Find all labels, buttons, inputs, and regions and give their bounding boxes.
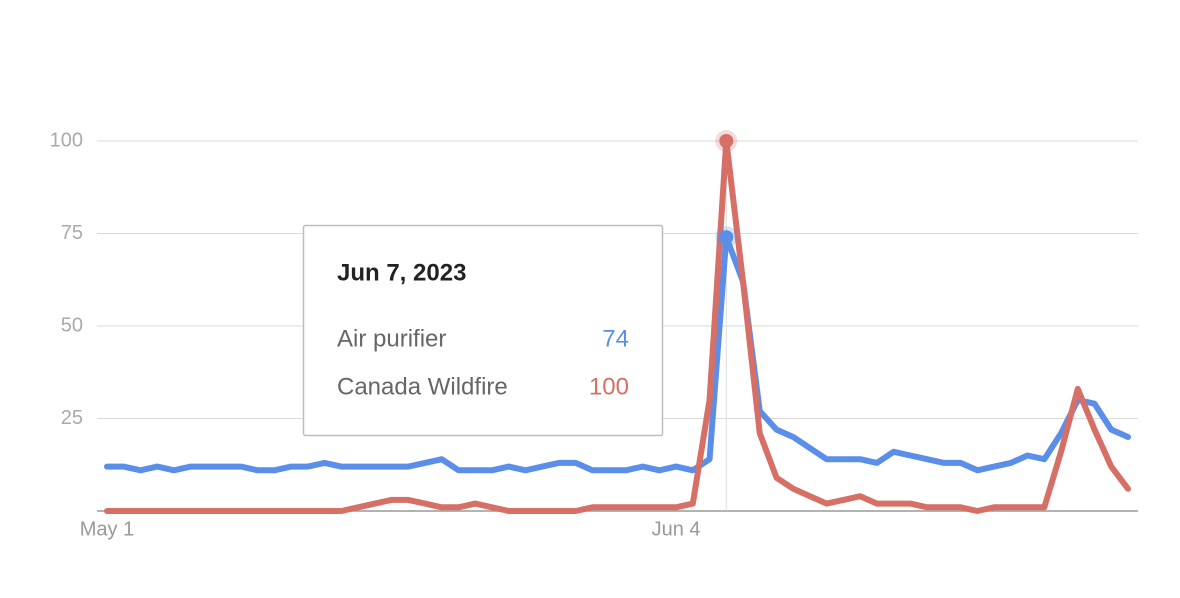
y-tick-label: 75 — [61, 222, 83, 244]
hover-dot — [719, 230, 734, 245]
tooltip-value: 100 — [589, 373, 629, 400]
tooltip-box — [302, 224, 664, 437]
tooltip-series-name: Canada Wildfire — [337, 373, 508, 400]
y-tick-label: 50 — [61, 314, 83, 336]
y-tick-label: 25 — [61, 407, 83, 429]
series-line — [104, 234, 1131, 474]
tooltip-series-name: Air purifier — [337, 325, 446, 352]
y-tick-label: 100 — [50, 129, 83, 151]
tooltip-date: Jun 7, 2023 — [337, 259, 466, 286]
x-tick-label: May 1 — [80, 518, 134, 540]
hover-dot — [719, 134, 734, 148]
x-tick-label: Jun 4 — [652, 518, 701, 540]
tooltip-value: 74 — [602, 325, 629, 352]
series-line — [104, 138, 1131, 514]
